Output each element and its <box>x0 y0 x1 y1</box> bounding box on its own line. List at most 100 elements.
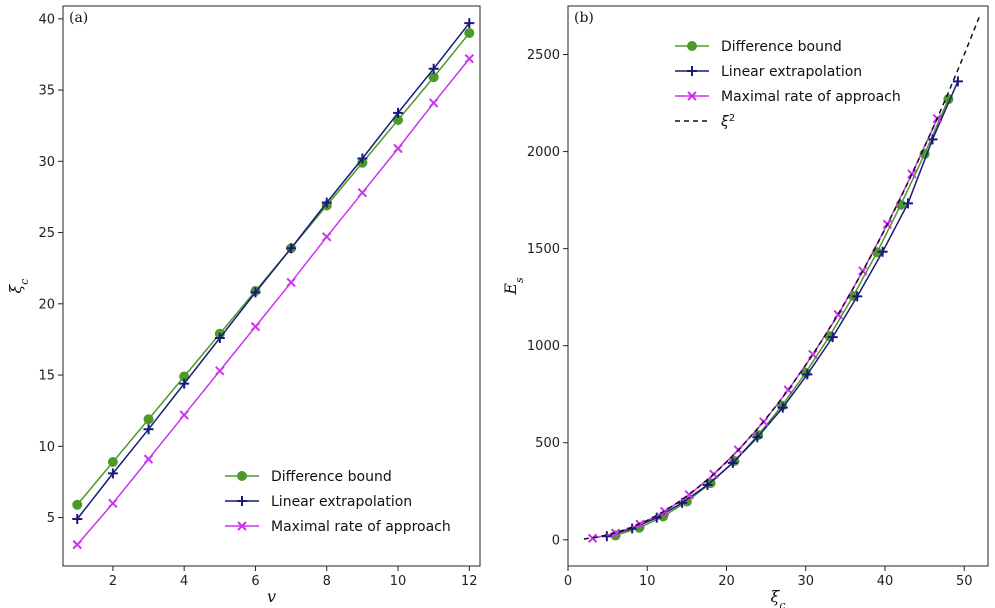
x-tick-label: 10 <box>639 574 656 589</box>
difference-bound-series-line <box>615 98 950 537</box>
y-tick-label: 1000 <box>527 339 560 354</box>
legend-marker <box>687 91 697 101</box>
x-tick-label: 8 <box>323 574 331 589</box>
xi-squared-series-line <box>583 14 981 540</box>
linear-extrapolation-point <box>802 369 813 380</box>
maximal-rate-of-approach-point <box>428 98 439 108</box>
linear-extrapolation-point <box>902 198 913 209</box>
linear-extrapolation-point <box>428 63 439 74</box>
y-tick-label: 35 <box>38 84 55 99</box>
linear-extrapolation-point <box>286 243 297 254</box>
difference-bound-point <box>681 496 692 507</box>
legend-label: Linear extrapolation <box>271 494 412 510</box>
plot-area <box>583 14 981 543</box>
x-tick-label: 20 <box>718 574 735 589</box>
x-tick-label: 6 <box>251 574 259 589</box>
linear-extrapolation-point <box>464 18 475 29</box>
maximal-rate-of-approach-point <box>143 454 154 464</box>
linear-extrapolation-point <box>752 432 763 443</box>
maximal-rate-of-approach-point <box>286 277 296 288</box>
maximal-rate-of-approach-point <box>357 187 368 198</box>
maximal-rate-of-approach-point <box>393 143 403 154</box>
x-tick-label: 50 <box>956 574 973 589</box>
x-axis-label: v <box>267 587 276 606</box>
linear-extrapolation-point <box>357 153 368 164</box>
x-tick-label: 12 <box>461 574 478 589</box>
difference-bound-point <box>72 499 83 510</box>
difference-bound-series-line <box>76 32 470 506</box>
maximal-rate-of-approach-point <box>72 539 82 550</box>
linear-extrapolation-series-line <box>606 81 959 538</box>
maximal-rate-of-approach-point <box>464 54 475 64</box>
linear-extrapolation-point <box>143 424 154 435</box>
maximal-rate-of-approach-point <box>587 533 598 543</box>
x-tick-label: 30 <box>797 574 814 589</box>
difference-bound-point <box>428 72 439 83</box>
linear-extrapolation-point <box>72 513 83 524</box>
y-tick-label: 40 <box>38 12 55 27</box>
panel-label: (b) <box>574 10 594 26</box>
linear-extrapolation-point <box>727 457 738 468</box>
maximal-rate-of-approach-series-line <box>592 118 938 539</box>
plot-area <box>72 18 475 550</box>
legend-label: Difference bound <box>721 39 842 55</box>
linear-extrapolation-point <box>393 107 404 118</box>
y-tick-label: 500 <box>535 436 560 451</box>
linear-extrapolation-point <box>702 479 713 490</box>
linear-extrapolation-point <box>852 291 863 302</box>
x-axis-label: ξc <box>771 587 786 608</box>
y-tick-label: 10 <box>38 440 55 455</box>
maximal-rate-of-approach-point <box>610 528 621 538</box>
y-tick-label: 20 <box>38 297 55 312</box>
maximal-rate-of-approach-point <box>108 498 118 509</box>
legend-label: Maximal rate of approach <box>271 519 451 535</box>
difference-bound-point <box>107 456 118 467</box>
y-axis-label: ξc <box>6 279 31 294</box>
panel-b: 0 10 20 30 40 5005001000150020002500(b)ξcEsDi… <box>501 5 989 608</box>
legend-label: ξ2 <box>720 113 735 131</box>
legend-label: Difference bound <box>271 469 392 485</box>
linear-extrapolation-point <box>107 468 118 479</box>
y-tick-label: 5 <box>47 511 55 526</box>
maximal-rate-of-approach-point <box>179 410 189 420</box>
difference-bound-point <box>393 114 404 125</box>
axes-frame <box>62 5 481 567</box>
panel-a: 2 4 6 8 10 12 5 10 15 20 25 30 35 40 (a) v ξc Difference … <box>6 5 481 606</box>
x-tick-label: 40 <box>877 574 894 589</box>
legend-label: Linear extrapolation <box>721 64 862 80</box>
maximal-rate-of-approach-point <box>250 321 261 332</box>
legend-marker <box>687 41 697 51</box>
linear-extrapolation-point <box>321 197 332 208</box>
legend: Difference bound Linear extrapolation Maxi… <box>675 39 901 130</box>
panel-label: (a) <box>69 10 88 26</box>
x-tick-label: 4 <box>180 574 188 589</box>
y-tick-label: 2500 <box>527 48 560 63</box>
maximal-rate-of-approach-series-line <box>76 58 470 546</box>
legend-label: Maximal rate of approach <box>721 89 901 105</box>
legend-marker <box>687 66 697 76</box>
y-tick-label: 2000 <box>527 145 560 160</box>
difference-bound-point <box>179 371 190 382</box>
legend-marker <box>237 471 247 481</box>
difference-bound-point <box>143 414 154 425</box>
linear-extrapolation-point <box>827 332 838 343</box>
maximal-rate-of-approach-point <box>907 169 917 179</box>
maximal-rate-of-approach-point <box>322 232 332 242</box>
y-tick-label: 30 <box>38 155 55 170</box>
legend-marker <box>237 521 247 531</box>
y-tick-label: 15 <box>38 369 55 384</box>
y-tick-label: 0 <box>552 533 560 548</box>
legend-marker <box>237 496 247 506</box>
linear-extrapolation-point <box>214 333 225 344</box>
x-tick-label: 2 <box>109 574 117 589</box>
linear-extrapolation-point <box>877 246 888 257</box>
linear-extrapolation-point <box>777 402 788 413</box>
y-tick-label: 1500 <box>527 242 560 257</box>
linear-extrapolation-point <box>179 378 190 389</box>
x-tick-label: 10 <box>390 574 407 589</box>
legend: Difference bound Linear extrapolation Maxi… <box>225 469 451 535</box>
linear-extrapolation-point <box>927 134 938 145</box>
linear-extrapolation-point <box>250 287 261 298</box>
x-tick-label: 0 <box>564 574 572 589</box>
